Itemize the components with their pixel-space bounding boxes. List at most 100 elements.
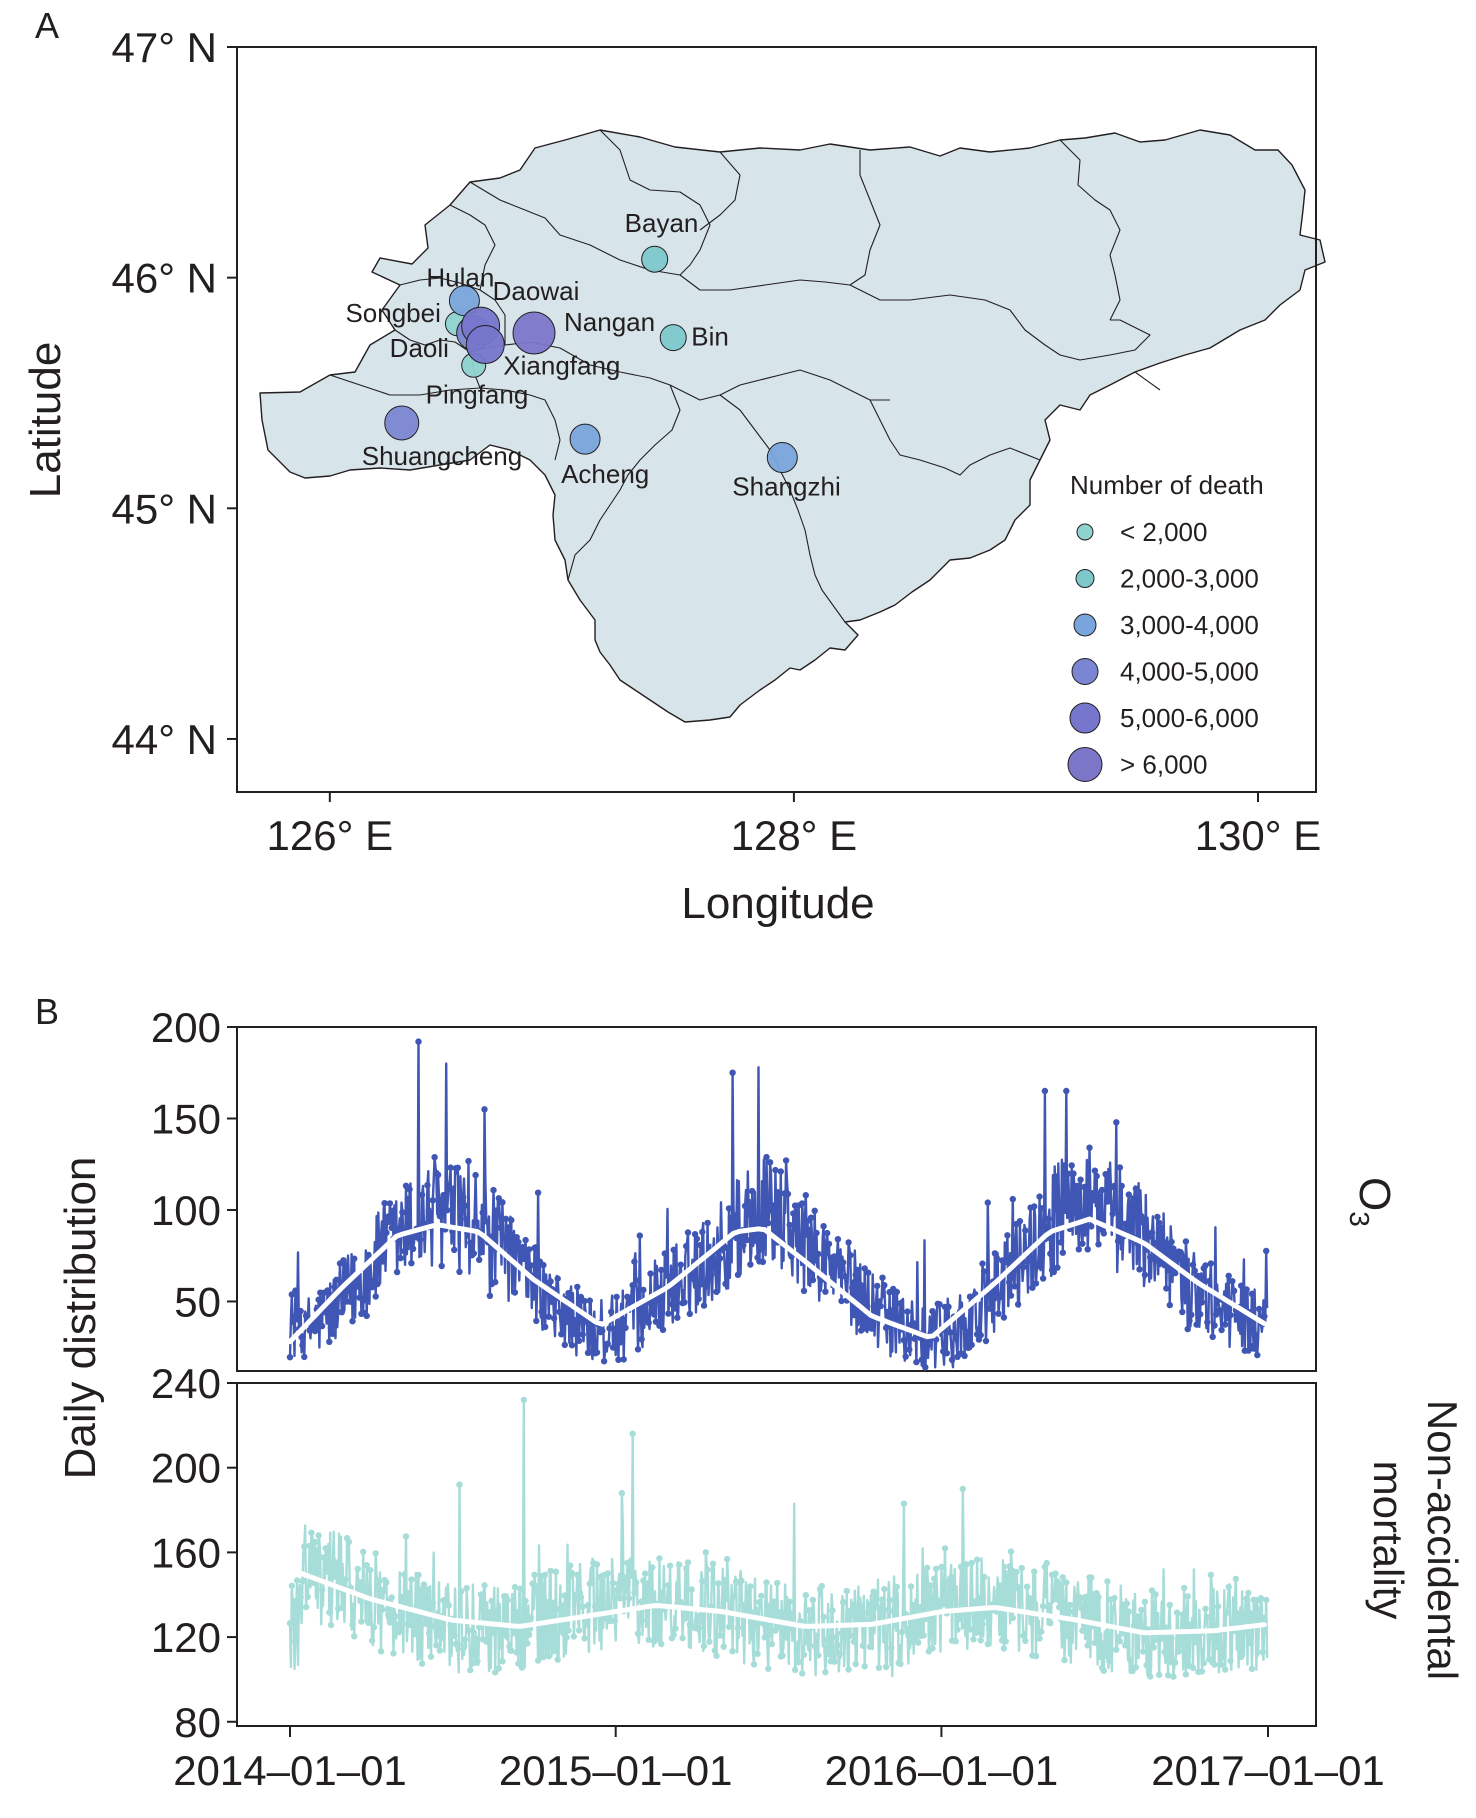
o3-daily-point xyxy=(327,1325,335,1332)
mortality-daily-point xyxy=(392,1613,399,1620)
mortality-daily-point xyxy=(779,1652,786,1659)
o3-daily-point xyxy=(342,1261,349,1269)
mortality-daily-point xyxy=(1027,1595,1034,1602)
o3-daily-point xyxy=(1057,1239,1065,1246)
o3-daily-point xyxy=(501,1233,508,1241)
o3-daily-point xyxy=(431,1154,438,1161)
o3-daily-point xyxy=(447,1164,454,1171)
mortality-daily-point xyxy=(931,1575,938,1582)
mortality-daily-point xyxy=(420,1581,428,1588)
o3-daily-point xyxy=(893,1288,900,1296)
o3-daily-point xyxy=(388,1224,395,1232)
o3-daily-point xyxy=(1050,1268,1058,1276)
o3-daily-point xyxy=(1154,1213,1161,1221)
mortality-daily-point xyxy=(788,1610,795,1617)
mortality-daily-point xyxy=(884,1606,892,1614)
mortality-daily-point xyxy=(638,1598,645,1605)
mortality-daily-point xyxy=(295,1600,303,1607)
o3-daily-point xyxy=(904,1308,911,1315)
o3-daily-point xyxy=(1095,1241,1102,1248)
legend-label: 4,000-5,000 xyxy=(1120,657,1259,687)
o3-daily-point xyxy=(533,1317,540,1325)
o3-daily-point xyxy=(609,1344,617,1351)
mortality-daily-point xyxy=(790,1626,797,1633)
o3-daily-point xyxy=(1130,1195,1138,1202)
o3-daily-point xyxy=(711,1264,718,1271)
o3-daily-point xyxy=(841,1273,849,1280)
mortality-daily-point xyxy=(342,1576,349,1583)
mortality-daily-point xyxy=(1184,1593,1191,1600)
o3-daily-point xyxy=(840,1259,847,1266)
mortality-strip-label-1: Non-accidental xyxy=(1419,1400,1466,1680)
o3-daily-point xyxy=(977,1332,984,1339)
mortality-daily-point xyxy=(959,1485,966,1493)
mortality-daily-point xyxy=(1070,1608,1077,1615)
time-x-tick-label: 2016–01–01 xyxy=(825,1747,1059,1794)
o3-daily-point xyxy=(479,1209,486,1216)
mortality-daily-point xyxy=(454,1641,461,1648)
o3-daily-point xyxy=(381,1200,388,1207)
map-legend: Number of death < 2,000 2,000-3,000 3,000-… xyxy=(1067,470,1264,782)
o3-daily-point xyxy=(845,1239,852,1246)
mortality-daily-point xyxy=(923,1564,931,1572)
o3-daily-point xyxy=(1145,1233,1152,1241)
o3-daily-point xyxy=(802,1192,809,1199)
o3-daily-point xyxy=(722,1280,729,1288)
o3-daily-point xyxy=(399,1209,406,1216)
o3-daily-point xyxy=(847,1252,854,1259)
mortality-daily-point xyxy=(618,1489,626,1497)
mortality-daily-point xyxy=(836,1650,843,1658)
o3-daily-point xyxy=(947,1329,954,1336)
o3-daily-point xyxy=(749,1187,756,1195)
o3-daily-point xyxy=(979,1260,986,1267)
mortality-daily-point xyxy=(351,1633,358,1640)
mortality-daily-point xyxy=(429,1599,436,1607)
mortality-daily-point xyxy=(372,1550,379,1557)
district-label-pingfang: Pingfang xyxy=(426,379,529,409)
o3-daily-point xyxy=(1136,1266,1143,1273)
mortality-daily-point xyxy=(811,1642,818,1650)
o3-daily-point xyxy=(1188,1311,1195,1319)
mortality-daily-point xyxy=(745,1588,752,1595)
mortality-daily-point xyxy=(301,1543,308,1550)
mortality-daily-point xyxy=(679,1634,686,1642)
mortality-daily-point xyxy=(881,1585,888,1593)
o3-daily-point xyxy=(645,1319,652,1327)
mortality-daily-point xyxy=(672,1625,679,1632)
legend-label: > 6,000 xyxy=(1120,750,1207,780)
mortality-daily-point xyxy=(713,1652,720,1660)
o3-daily-point xyxy=(658,1266,665,1274)
o3-daily-point xyxy=(477,1249,485,1256)
mortality-daily-point xyxy=(695,1624,702,1632)
o3-daily-point xyxy=(1261,1313,1268,1320)
legend-swatch xyxy=(1073,613,1097,637)
o3-daily-point xyxy=(363,1312,370,1320)
o3-daily-point xyxy=(784,1190,792,1198)
mortality-daily-point xyxy=(318,1586,326,1594)
o3-daily-point xyxy=(1204,1319,1211,1326)
legend-swatch xyxy=(1075,569,1095,588)
o3-daily-point xyxy=(786,1221,793,1229)
mortality-daily-point xyxy=(652,1634,660,1641)
mortality-daily-point xyxy=(1193,1639,1200,1646)
mortality-daily-point xyxy=(495,1665,502,1672)
mortality-daily-point xyxy=(820,1613,827,1621)
mortality-daily-point xyxy=(1180,1584,1188,1592)
legend-swatch xyxy=(1076,523,1094,541)
mortality-daily-point xyxy=(683,1565,690,1572)
district-label-daowai: Daowai xyxy=(493,276,580,306)
mortality-daily-point xyxy=(520,1396,527,1404)
time-x-tick-label: 2017–01–01 xyxy=(1151,1747,1385,1794)
o3-daily-point xyxy=(356,1294,363,1301)
mortality-daily-point xyxy=(786,1598,793,1605)
mortality-strip-label-2: mortality xyxy=(1365,1461,1412,1620)
mortality-daily-point xyxy=(886,1597,893,1604)
o3-daily-point xyxy=(572,1319,579,1327)
mortality-daily-point xyxy=(543,1599,551,1606)
mortality-daily-point xyxy=(634,1630,642,1637)
mortality-daily-point xyxy=(641,1570,649,1577)
o3-daily-point xyxy=(656,1322,663,1329)
o3-daily-point xyxy=(997,1293,1004,1301)
mortality-daily-point xyxy=(861,1663,868,1670)
mortality-daily-point xyxy=(1202,1605,1209,1613)
